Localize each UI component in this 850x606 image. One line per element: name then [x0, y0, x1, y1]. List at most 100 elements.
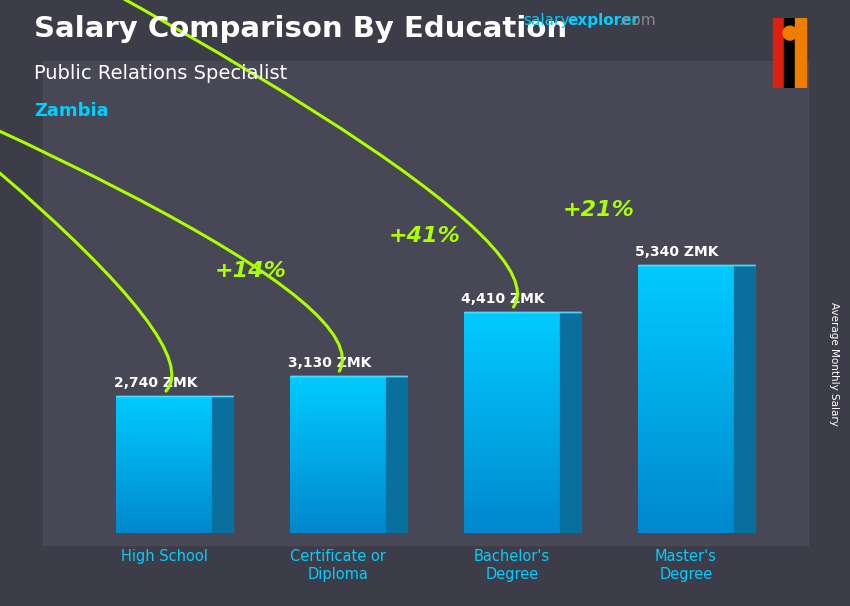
Bar [638, 523, 734, 527]
Bar [290, 388, 386, 390]
Bar [784, 18, 795, 88]
Bar [464, 364, 560, 367]
Bar [464, 494, 560, 498]
Bar [290, 470, 386, 473]
Bar [464, 351, 560, 353]
Bar [290, 530, 386, 531]
Bar [290, 410, 386, 411]
Bar [464, 325, 560, 328]
Bar [290, 419, 386, 421]
Bar [290, 431, 386, 433]
Bar [290, 490, 386, 492]
Text: Public Relations Specialist: Public Relations Specialist [34, 64, 287, 82]
Bar [290, 402, 386, 404]
Bar [116, 449, 212, 451]
Bar [116, 523, 212, 525]
Bar [290, 467, 386, 468]
Bar [464, 528, 560, 530]
Bar [290, 519, 386, 522]
Polygon shape [560, 312, 581, 533]
Bar [464, 398, 560, 401]
Bar [116, 528, 212, 530]
Bar [464, 505, 560, 508]
Bar [464, 312, 560, 315]
Bar [638, 376, 734, 379]
Bar [638, 319, 734, 322]
Bar [638, 285, 734, 288]
Bar [116, 456, 212, 458]
Bar [464, 318, 560, 320]
Bar [638, 443, 734, 446]
Text: 3,130 ZMK: 3,130 ZMK [287, 356, 371, 370]
Bar [638, 503, 734, 507]
Bar [638, 470, 734, 473]
Bar [638, 302, 734, 305]
Bar [464, 436, 560, 439]
Bar [290, 394, 386, 396]
Bar [116, 473, 212, 475]
Bar [290, 492, 386, 494]
Bar [116, 453, 212, 454]
Bar [638, 433, 734, 436]
Bar [116, 487, 212, 488]
Bar [116, 530, 212, 531]
Bar [464, 362, 560, 364]
Bar [290, 423, 386, 425]
Bar [116, 404, 212, 406]
Bar [464, 453, 560, 456]
Bar [290, 488, 386, 490]
Bar [464, 411, 560, 415]
Bar [290, 531, 386, 533]
Text: 4,410 ZMK: 4,410 ZMK [462, 292, 545, 306]
Bar [290, 413, 386, 415]
Bar [464, 428, 560, 431]
Bar [464, 519, 560, 522]
Bar [638, 500, 734, 503]
Bar [638, 332, 734, 336]
Bar [116, 406, 212, 408]
Bar [638, 493, 734, 496]
Polygon shape [734, 265, 755, 533]
Bar [638, 329, 734, 332]
Bar [290, 516, 386, 518]
Bar [116, 488, 212, 490]
Bar [638, 510, 734, 513]
Bar [116, 423, 212, 425]
Bar [464, 484, 560, 486]
Bar [638, 336, 734, 339]
Bar [638, 305, 734, 308]
Bar [638, 530, 734, 533]
Bar [638, 352, 734, 356]
Bar [638, 426, 734, 430]
Bar [290, 478, 386, 480]
Bar [464, 417, 560, 420]
Bar [116, 402, 212, 404]
Bar [116, 468, 212, 470]
Bar [116, 445, 212, 447]
Bar [116, 427, 212, 428]
Bar [464, 323, 560, 325]
Bar [638, 453, 734, 456]
Bar [116, 435, 212, 437]
Bar [638, 265, 734, 268]
Bar [464, 422, 560, 425]
Bar [464, 381, 560, 384]
Bar [638, 430, 734, 433]
Bar [638, 483, 734, 487]
Bar [290, 425, 386, 427]
Bar [290, 524, 386, 525]
Bar [290, 433, 386, 435]
Bar [638, 399, 734, 402]
Bar [464, 478, 560, 481]
Bar [116, 519, 212, 521]
Bar [464, 447, 560, 450]
Bar [464, 408, 560, 411]
Text: +14%: +14% [215, 261, 287, 281]
Bar [464, 486, 560, 489]
Bar [464, 342, 560, 345]
Bar [638, 406, 734, 409]
Bar [116, 399, 212, 401]
Bar [290, 398, 386, 400]
Bar [464, 467, 560, 470]
Bar [464, 401, 560, 403]
